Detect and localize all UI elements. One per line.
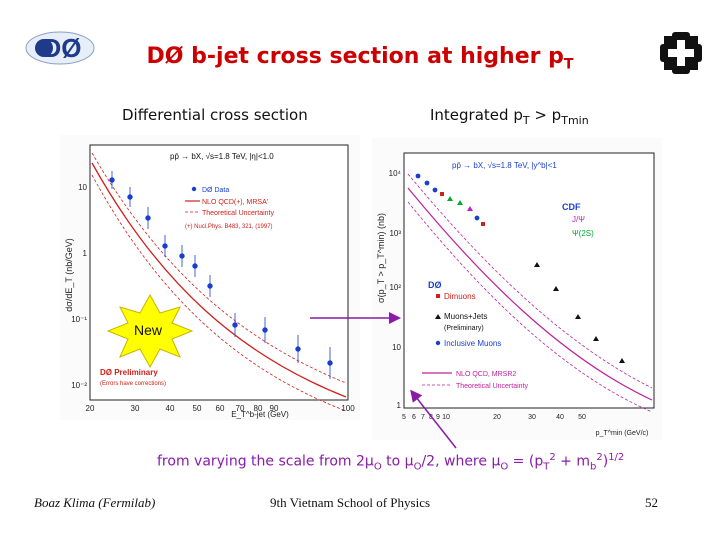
page-number: 52 [645, 495, 658, 510]
right-theory-curve [407, 187, 653, 401]
right-ytick: 10⁴ [389, 169, 402, 178]
left-data-point [262, 327, 268, 333]
new-starburst: New [106, 293, 194, 369]
left-ytick: 10⁻¹ [71, 315, 87, 324]
right-theory-lower [407, 201, 653, 413]
right-xtick: 7 [421, 414, 425, 421]
right-panel-heading: Integrated pT > pTmin [430, 106, 589, 127]
cdf-label: CDF [562, 202, 581, 212]
left-ylabel: dσ/dE_T (nb/GeV) [64, 238, 74, 311]
left-data-points [109, 171, 333, 379]
left-xtick: 90 [270, 404, 279, 413]
right-data-point [415, 173, 421, 179]
left-xtick: 40 [166, 404, 175, 413]
right-theory-label: Theoretical Uncertainty [456, 383, 528, 390]
cdf-item: Ψ(2S) [572, 229, 594, 238]
left-ytick: 10⁻² [71, 381, 87, 390]
right-theory-upper [407, 173, 653, 389]
right-data-point [481, 222, 485, 226]
scale-variation-note: from varying the scale from 2μO to μO/2,… [157, 452, 625, 473]
right-data-point [534, 262, 540, 267]
right-xtick: 6 [412, 414, 416, 421]
right-xlabel: p_T^min (GeV/c) [596, 430, 649, 437]
left-legend-item: (+) Nucl.Phys. B483, 321, (1997) [185, 224, 273, 230]
right-ylabel: σ(p_T > p_T^min) (nb) [376, 213, 386, 303]
left-xtick: 20 [86, 404, 95, 413]
left-prelim-label: DØ Preliminary [100, 368, 158, 377]
fermilab-logo-icon [660, 32, 702, 74]
d0-item: Inclusive Muons [444, 339, 501, 348]
left-xtick: 30 [131, 404, 140, 413]
right-ytick: 10³ [389, 229, 401, 238]
right-top-label: pp̄ → bX, √s=1.8 TeV, |y^b|<1 [452, 161, 557, 170]
left-data-point [327, 360, 333, 366]
d0-item: Dimuons [444, 292, 476, 301]
right-data-point [457, 200, 463, 205]
integrated-cross-section-plot: σ(p_T > p_T^min) (nb) p_T^min (GeV/c) 10… [372, 138, 662, 440]
left-data-point [145, 215, 151, 221]
right-data-point [432, 187, 438, 193]
left-data-point [179, 253, 185, 259]
right-data-point [424, 180, 430, 186]
left-data-point [109, 177, 115, 183]
left-legend-item: DØ Data [202, 187, 229, 194]
left-data-point [232, 322, 238, 328]
right-data-point [593, 336, 599, 341]
right-ytick: 10² [389, 283, 401, 292]
footer-event: 9th Vietnam School of Physics [270, 495, 431, 510]
footer-author: Boaz Klima (Fermilab) [34, 495, 156, 510]
left-legend-item: NLO QCD(+), MRSA' [202, 199, 268, 206]
right-data-point [474, 215, 480, 221]
left-xtick: 50 [193, 404, 202, 413]
right-data-points [415, 173, 625, 363]
d0-logo-text: DØ [43, 33, 82, 63]
cdf-item: J/Ψ [572, 215, 585, 224]
left-data-point [207, 283, 213, 289]
left-ytick: 10 [78, 183, 87, 192]
right-xtick: 30 [528, 414, 536, 421]
left-legend-item: Theoretical Uncertainty [202, 210, 274, 217]
right-xtick: 50 [578, 414, 586, 421]
right-theory-label: NLO QCD, MRSR2 [456, 371, 516, 378]
left-ytick: 1 [83, 249, 88, 258]
left-data-point [127, 194, 133, 200]
right-ytick: 10 [392, 343, 401, 352]
left-theory-curve [91, 162, 347, 398]
new-label: New [134, 322, 163, 338]
d0-item: (Preliminary) [444, 325, 484, 332]
left-xtick: 60 [216, 404, 225, 413]
right-data-point [440, 192, 444, 196]
left-xtick: 100 [341, 404, 355, 413]
left-legend-title: pp̄ → bX, √s=1.8 TeV, |η|<1.0 [170, 152, 274, 161]
right-data-point [619, 358, 625, 363]
d0-logo: DØ [25, 31, 95, 65]
left-data-point [192, 263, 198, 269]
left-data-point [162, 243, 168, 249]
left-theory-upper [91, 152, 347, 384]
right-xtick: 9 [436, 414, 440, 421]
right-xtick: 8 [429, 414, 433, 421]
left-xtick: 70 [236, 404, 245, 413]
right-data-point [467, 206, 473, 211]
right-ytick: 1 [397, 401, 402, 410]
right-xtick: 40 [556, 414, 564, 421]
left-panel-heading: Differential cross section [122, 106, 308, 124]
right-data-point [447, 196, 453, 201]
d0-label: DØ [428, 280, 442, 290]
right-data-point [553, 286, 559, 291]
left-data-point [295, 346, 301, 352]
slide-title: DØ b-jet cross section at higher pT [146, 44, 574, 73]
right-data-point [575, 314, 581, 319]
right-xtick: 20 [493, 414, 501, 421]
d0-item: Muons+Jets [444, 312, 487, 321]
right-xtick: 5 [402, 414, 406, 421]
left-xlabel: E_T^b-jet (GeV) [231, 410, 289, 419]
left-xtick: 80 [254, 404, 263, 413]
differential-cross-section-plot: dσ/dE_T (nb/GeV) E_T^b-jet (GeV) 10 1 10… [60, 135, 360, 420]
left-prelim-note: (Errors have corrections) [100, 381, 166, 387]
right-xtick: 10 [442, 414, 450, 421]
